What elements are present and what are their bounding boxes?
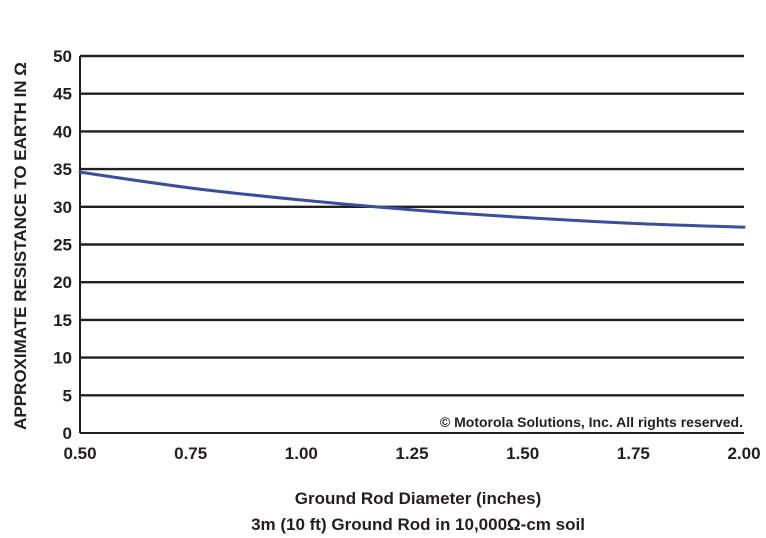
chart-subtitle: 3m (10 ft) Ground Rod in 10,000Ω-cm soil bbox=[251, 515, 585, 534]
x-tick-label: 0.75 bbox=[174, 444, 207, 463]
y-tick-label: 50 bbox=[53, 47, 72, 66]
y-axis-label: APPROXIMATE RESISTANCE TO EARTH IN Ω bbox=[11, 62, 30, 430]
y-tick-label: 20 bbox=[53, 273, 72, 292]
gridlines bbox=[80, 54, 744, 434]
y-tick-label: 35 bbox=[53, 160, 72, 179]
series-group bbox=[78, 170, 746, 229]
series-line-0 bbox=[78, 170, 746, 229]
y-tick-label: 30 bbox=[53, 198, 72, 217]
y-tick-label: 5 bbox=[63, 386, 72, 405]
x-tick-label: 1.75 bbox=[617, 444, 650, 463]
y-tick-label: 15 bbox=[53, 311, 72, 330]
x-tick-label: 1.00 bbox=[285, 444, 318, 463]
x-tick-label: 1.50 bbox=[506, 444, 539, 463]
x-tick-labels: 0.50 0.75 1.00 1.25 1.50 1.75 2.00 bbox=[63, 444, 760, 463]
y-tick-label: 40 bbox=[53, 122, 72, 141]
y-tick-label: 45 bbox=[53, 85, 72, 104]
y-tick-label: 0 bbox=[63, 424, 72, 443]
y-tick-labels: 0 5 10 15 20 25 30 35 40 45 50 bbox=[53, 47, 72, 443]
x-axis-label: Ground Rod Diameter (inches) bbox=[295, 489, 542, 508]
y-tick-label: 25 bbox=[53, 236, 72, 255]
x-tick-label: 2.00 bbox=[727, 444, 760, 463]
x-tick-label: 1.25 bbox=[395, 444, 428, 463]
x-tick-label: 0.50 bbox=[63, 444, 96, 463]
copyright-annotation: © Motorola Solutions, Inc. All rights re… bbox=[440, 414, 743, 430]
y-tick-label: 10 bbox=[53, 349, 72, 368]
